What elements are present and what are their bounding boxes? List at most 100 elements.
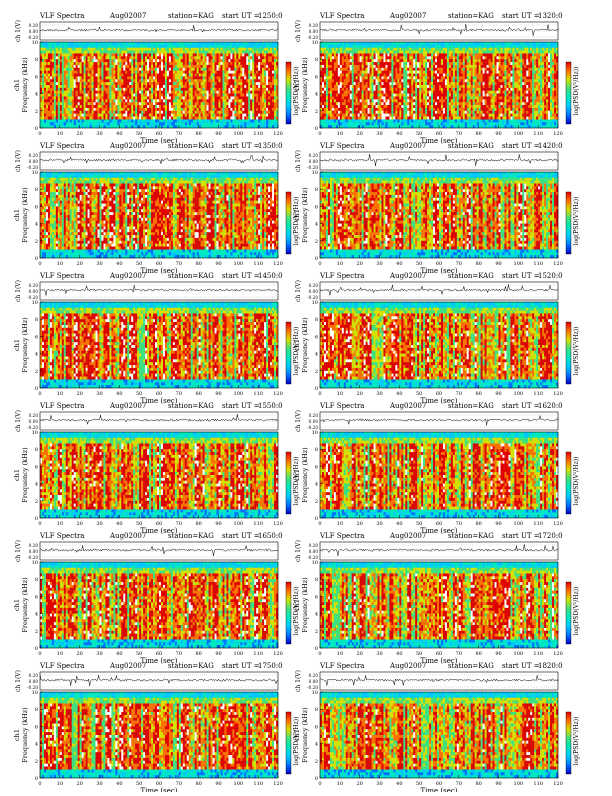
spectrogram-cell bbox=[60, 53, 62, 56]
spectrogram-cell bbox=[242, 102, 244, 105]
spectrogram-cell bbox=[240, 122, 242, 125]
spectrogram-cell bbox=[159, 88, 161, 91]
spectrogram-cell bbox=[131, 117, 133, 120]
spectrogram-cell bbox=[157, 105, 159, 108]
spectrogram-cell bbox=[274, 88, 276, 91]
spectrogram-cell bbox=[236, 88, 238, 91]
spectrogram-cell bbox=[133, 96, 135, 99]
spectrogram-cell bbox=[215, 85, 217, 88]
spectrogram-cell bbox=[56, 68, 58, 71]
spectrogram-cell bbox=[60, 105, 62, 108]
spectrogram-cell bbox=[240, 82, 242, 85]
spectrogram-cell bbox=[147, 85, 149, 88]
spectrogram-cell bbox=[113, 51, 115, 54]
spectrogram-cell bbox=[133, 117, 135, 120]
spectrogram-cell bbox=[240, 79, 242, 82]
spectrogram-cell bbox=[101, 91, 103, 94]
spectrogram-cell bbox=[199, 96, 201, 99]
spectrogram-cell bbox=[213, 82, 215, 85]
spectrogram-cell bbox=[270, 56, 272, 59]
spectrogram-cell bbox=[103, 99, 105, 102]
spectrogram-cell bbox=[86, 53, 88, 56]
spectrogram-cell bbox=[78, 96, 80, 99]
spectrogram-cell bbox=[129, 56, 131, 59]
spectrogram-cell bbox=[100, 99, 102, 102]
spectrogram-cell bbox=[147, 96, 149, 99]
spectrogram-cell bbox=[179, 105, 181, 108]
spectrogram-cell bbox=[123, 85, 125, 88]
spectrogram-cell bbox=[90, 68, 92, 71]
spectrogram-cell bbox=[58, 105, 60, 108]
spectrogram-cell bbox=[159, 105, 161, 108]
spectrogram-cell bbox=[179, 94, 181, 97]
spectrogram-cell bbox=[117, 102, 119, 105]
spectrogram-cell bbox=[254, 48, 256, 51]
spectrogram-cell bbox=[219, 94, 221, 97]
spectrogram-cell bbox=[103, 48, 105, 51]
spectrogram-cell bbox=[56, 119, 58, 122]
spectrogram-cell bbox=[90, 114, 92, 117]
spectrogram-cell bbox=[171, 117, 173, 120]
spectrogram-cell bbox=[320, 108, 322, 111]
spectrogram-cell bbox=[270, 71, 272, 74]
spectrogram-cell bbox=[121, 53, 123, 56]
spectrogram-cell bbox=[135, 53, 137, 56]
spectrogram-cell bbox=[185, 71, 187, 74]
spectrogram-cell bbox=[103, 59, 105, 62]
spectrogram-cell bbox=[201, 99, 203, 102]
spectrogram-cell bbox=[88, 48, 90, 51]
spectrogram-cell bbox=[151, 59, 153, 62]
spectrogram-cell bbox=[274, 56, 276, 59]
spectrogram-cell bbox=[254, 71, 256, 74]
spectrogram-cell bbox=[266, 56, 268, 59]
spectrogram-cell bbox=[143, 59, 145, 62]
spectrogram-cell bbox=[159, 68, 161, 71]
spectrogram-cell bbox=[163, 91, 165, 94]
spectrogram-cell bbox=[185, 85, 187, 88]
spectrogram-cell bbox=[254, 79, 256, 82]
spectrogram-cell bbox=[105, 85, 107, 88]
spectrogram-cell bbox=[215, 62, 217, 65]
spectrogram-cell bbox=[205, 74, 207, 77]
spectrogram-cell bbox=[187, 79, 189, 82]
spectrogram-cell bbox=[141, 53, 143, 56]
spectrogram-cell bbox=[179, 71, 181, 74]
spectrogram-cell bbox=[272, 114, 274, 117]
spectrogram-cell bbox=[109, 91, 111, 94]
spectrogram-cell bbox=[147, 82, 149, 85]
spectrogram-cell bbox=[203, 74, 205, 77]
spectrogram-cell bbox=[197, 85, 199, 88]
spectrogram-cell bbox=[109, 62, 111, 65]
spectrogram-cell bbox=[219, 99, 221, 102]
spectrogram-cell bbox=[185, 88, 187, 91]
spectrogram-cell bbox=[201, 62, 203, 65]
spectrogram-cell bbox=[143, 96, 145, 99]
spectrogram-cell bbox=[46, 102, 48, 105]
spectrogram-cell bbox=[238, 65, 240, 68]
spectrogram-cell bbox=[272, 42, 274, 45]
spectrogram-cell bbox=[40, 91, 42, 94]
spectrogram-cell bbox=[185, 91, 187, 94]
spectrogram-cell bbox=[195, 53, 197, 56]
spectrogram-cell bbox=[185, 79, 187, 82]
spectrogram-cell bbox=[215, 76, 217, 79]
spectrogram-cell bbox=[96, 53, 98, 56]
spectrogram-cell bbox=[129, 76, 131, 79]
spectrogram-cell bbox=[117, 91, 119, 94]
spectrogram-cell bbox=[226, 119, 228, 122]
spectrogram-cell bbox=[183, 117, 185, 120]
spectrogram-cell bbox=[103, 125, 105, 128]
spectrogram-cell bbox=[179, 79, 181, 82]
spectrogram-cell bbox=[238, 108, 240, 111]
spectrogram-cell bbox=[141, 114, 143, 117]
spectrogram-cell bbox=[179, 114, 181, 117]
panel-title: VLF Spectra bbox=[319, 12, 364, 20]
spectrogram-cell bbox=[213, 108, 215, 111]
spectrogram-cell bbox=[52, 79, 54, 82]
spectrogram-cell bbox=[76, 96, 78, 99]
spectrogram-cell bbox=[254, 85, 256, 88]
trace-ylabel: ch 1(V) bbox=[295, 20, 302, 42]
spectrogram-cell bbox=[228, 82, 230, 85]
spectrogram-cell bbox=[217, 117, 219, 120]
